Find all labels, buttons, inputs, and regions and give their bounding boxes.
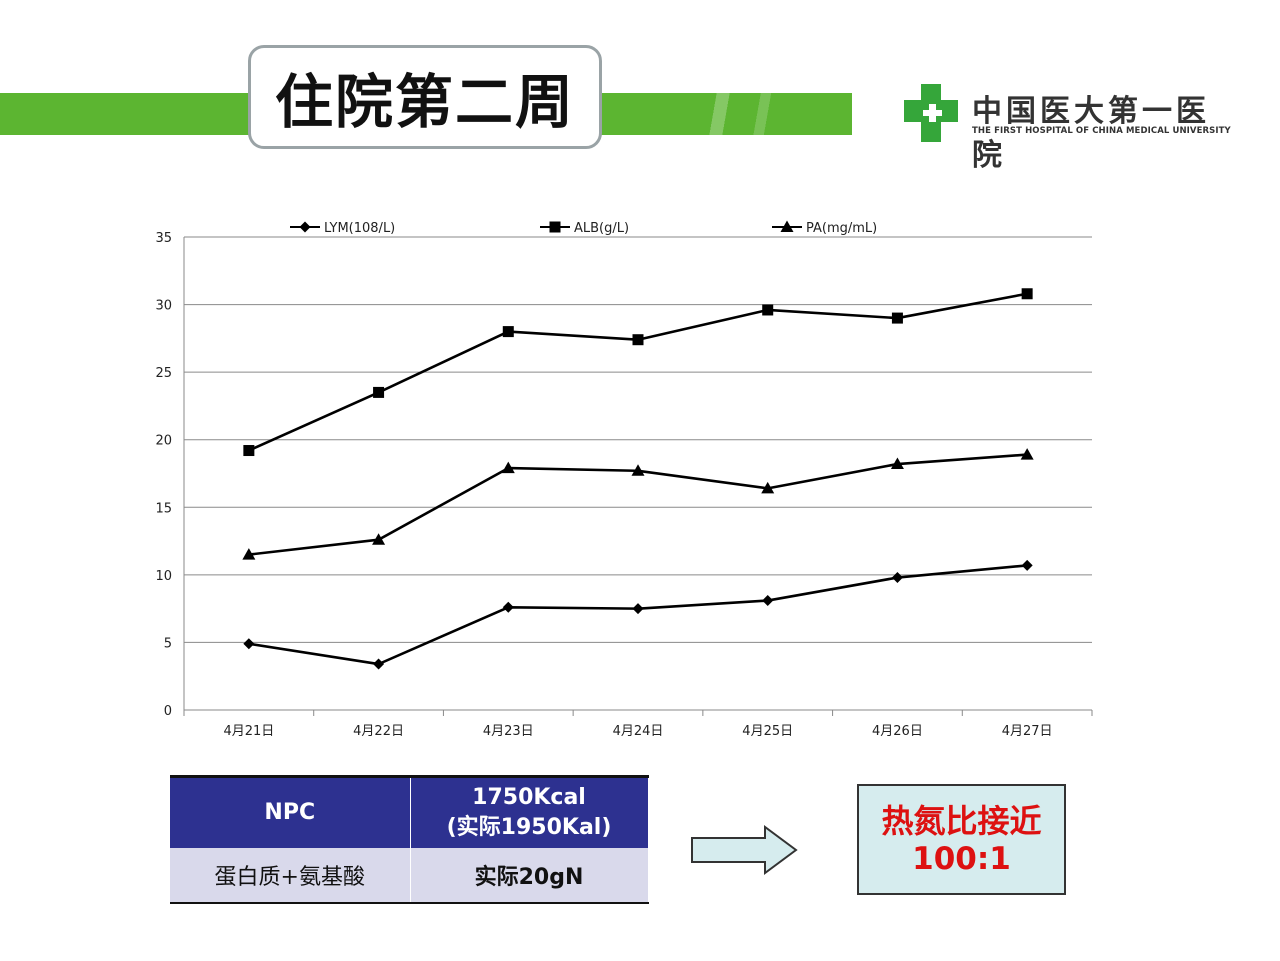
ratio-text: 热氮比接近 — [881, 801, 1042, 840]
slide-title: 住院第二周 — [274, 68, 575, 136]
logo-name-cn: 中国医大第一医院 — [972, 94, 1210, 173]
data-point — [761, 481, 775, 494]
y-tick-label: 35 — [155, 231, 172, 246]
data-point — [373, 658, 385, 670]
y-tick-label: 15 — [155, 501, 172, 516]
protein-label: 蛋白质+氨基酸 — [214, 864, 365, 890]
nutrition-table: NPC 1750Kcal (实际1950Kal) 蛋白质+氨基酸 实际20gN — [170, 775, 649, 904]
legend-label: PA(mg/mL) — [806, 221, 877, 236]
right-arrow-icon — [691, 825, 798, 875]
x-tick-label: 4月25日 — [742, 724, 793, 739]
legend-marker — [549, 221, 561, 233]
data-point — [762, 304, 774, 316]
table-header-cell-npc: NPC — [170, 776, 411, 848]
ratio-box: 热氮比接近 100:1 — [857, 784, 1066, 895]
kcal-value: 1750Kcal — [472, 784, 586, 810]
kcal-actual: (实际1950Kal) — [446, 814, 612, 840]
data-point — [890, 457, 904, 470]
data-point — [372, 533, 386, 545]
series-line-0 — [248, 564, 1028, 666]
data-point — [891, 312, 903, 324]
table-row: 蛋白质+氨基酸 实际20gN — [170, 847, 649, 903]
npc-label: NPC — [264, 800, 316, 826]
y-tick-label: 25 — [155, 366, 172, 381]
data-point — [243, 445, 255, 457]
data-point — [1020, 448, 1034, 460]
legend-marker — [780, 220, 794, 232]
x-tick-label: 4月26日 — [872, 724, 923, 739]
legend-marker — [299, 221, 311, 233]
logo-name-en: THE FIRST HOSPITAL OF CHINA MEDICAL UNIV… — [972, 126, 1231, 136]
ratio-value: 100:1 — [912, 840, 1011, 877]
header-band-left — [0, 93, 255, 135]
data-point — [1021, 559, 1033, 571]
data-point — [502, 326, 514, 338]
data-point — [632, 334, 644, 346]
x-tick-label: 4月24日 — [613, 724, 664, 739]
green-cross-icon — [904, 84, 958, 142]
title-box: 住院第二周 — [248, 45, 602, 149]
x-tick-label: 4月27日 — [1002, 724, 1053, 739]
y-tick-label: 0 — [164, 704, 172, 719]
table-header-cell-kcal: 1750Kcal (实际1950Kal) — [410, 776, 649, 848]
data-point — [243, 638, 255, 650]
nitrogen-value: 实际20gN — [474, 864, 584, 890]
legend-label: LYM(108/L) — [324, 221, 395, 236]
legend-label: ALB(g/L) — [574, 221, 629, 236]
y-tick-label: 5 — [164, 636, 172, 651]
data-point — [1021, 288, 1033, 300]
table-header-row: NPC 1750Kcal (实际1950Kal) — [170, 776, 649, 848]
header-band-right — [600, 93, 852, 135]
data-point — [502, 601, 514, 613]
data-point — [762, 595, 774, 607]
data-point — [891, 572, 903, 584]
data-point — [631, 464, 645, 476]
x-tick-label: 4月21日 — [223, 724, 274, 739]
x-tick-label: 4月22日 — [353, 724, 404, 739]
data-point — [501, 461, 515, 474]
y-tick-label: 20 — [155, 434, 172, 449]
line-chart: 0 5 10 15 20 25 30 35 4月21日 4月22日 4月23日 4月24日 4月25日 4… — [155, 220, 1093, 739]
y-tick-label: 10 — [155, 569, 172, 584]
y-tick-label: 30 — [155, 299, 172, 314]
data-point — [373, 386, 385, 398]
data-point — [242, 548, 256, 560]
data-point — [632, 603, 644, 615]
x-tick-label: 4月23日 — [483, 724, 534, 739]
table-cell-nitrogen: 实际20gN — [410, 847, 649, 903]
table-cell-protein: 蛋白质+氨基酸 — [170, 847, 411, 903]
hospital-logo: 中国医大第一医院 THE FIRST HOSPITAL OF CHINA MED… — [900, 78, 1231, 173]
